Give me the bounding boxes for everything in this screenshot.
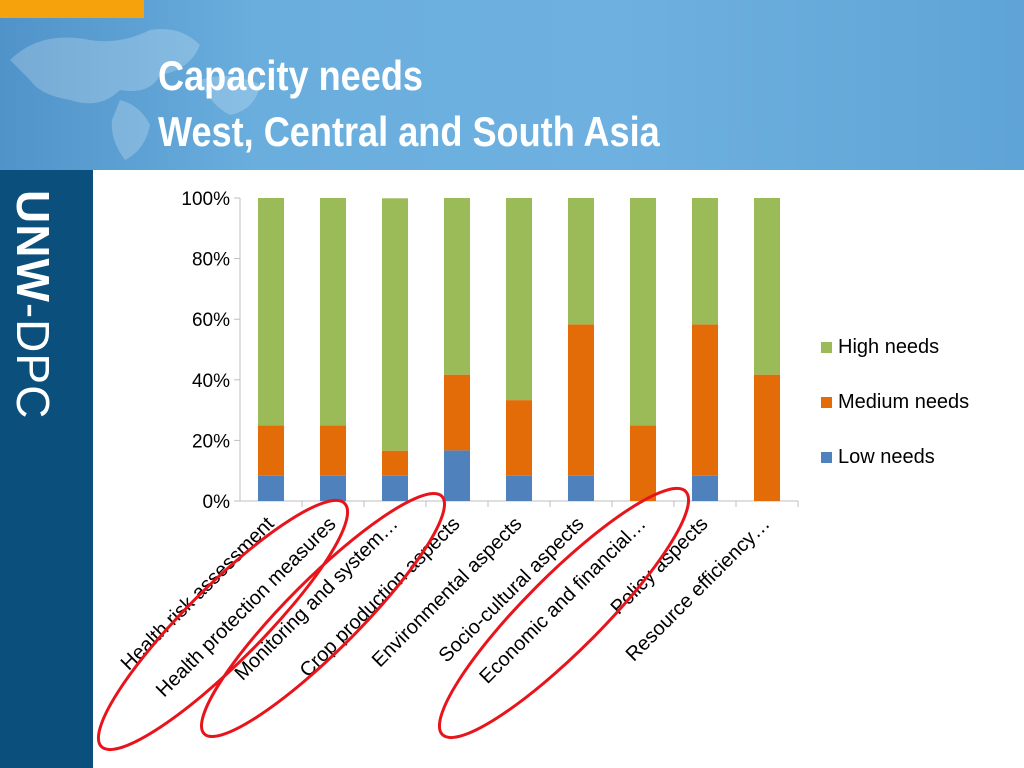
y-tick-label: 80% [192,250,230,271]
legend-swatch [821,397,832,408]
bar-segment-high-needs [319,198,347,426]
title-line-1: Capacity needs [158,52,424,99]
sidebar [0,170,93,768]
y-tick-label: 60% [192,310,230,331]
legend-swatch [821,452,832,463]
bar-segment-low-needs [381,475,409,501]
highlight-ellipse [96,498,350,752]
bar-segment-low-needs [691,475,719,501]
bar-segment-high-needs [381,198,409,451]
bar-segment-medium-needs [753,374,781,501]
header-band [0,0,1024,170]
bar-segment-high-needs [567,198,595,325]
legend-label: Medium needs [838,391,969,413]
bar-segment-high-needs [629,198,657,426]
title-line-2: West, Central and South Asia [158,108,660,155]
bar-segment-low-needs [319,475,347,501]
stacked-bar-chart: 0%20%40%60%80%100%Health risk assessment… [96,189,969,752]
bar-segment-low-needs [443,450,471,501]
bar-segment-medium-needs [257,425,285,476]
bar-segment-medium-needs [567,324,595,476]
highlight-ellipse [200,492,446,738]
y-tick-label: 20% [192,431,230,452]
highlight-ellipse [437,486,691,740]
bar-segment-high-needs [505,198,533,401]
bar-segment-medium-needs [691,324,719,476]
y-tick-label: 40% [192,371,230,392]
bar-segment-high-needs [691,198,719,325]
legend-label: Low needs [838,446,935,468]
legend-swatch [821,342,832,353]
bar-segment-low-needs [567,475,595,501]
bar-segment-medium-needs [319,425,347,476]
bar-segment-low-needs [257,475,285,501]
y-tick-label: 0% [203,492,231,513]
accent-tab [0,0,144,18]
bar-segment-low-needs [505,475,533,501]
bar-segment-high-needs [443,198,471,375]
legend-label: High needs [838,336,939,358]
bar-segment-medium-needs [381,450,409,476]
bar-segment-high-needs [753,198,781,375]
unw-dpc-logo: UNW-DPC [7,190,59,420]
slide-title: Capacity needs West, Central and South A… [158,48,660,160]
world-map-decoration [10,29,260,160]
bar-segment-high-needs [257,198,285,426]
bar-segment-medium-needs [629,425,657,501]
bar-segment-medium-needs [505,400,533,476]
y-tick-label: 100% [181,189,230,210]
bar-segment-medium-needs [443,374,471,451]
